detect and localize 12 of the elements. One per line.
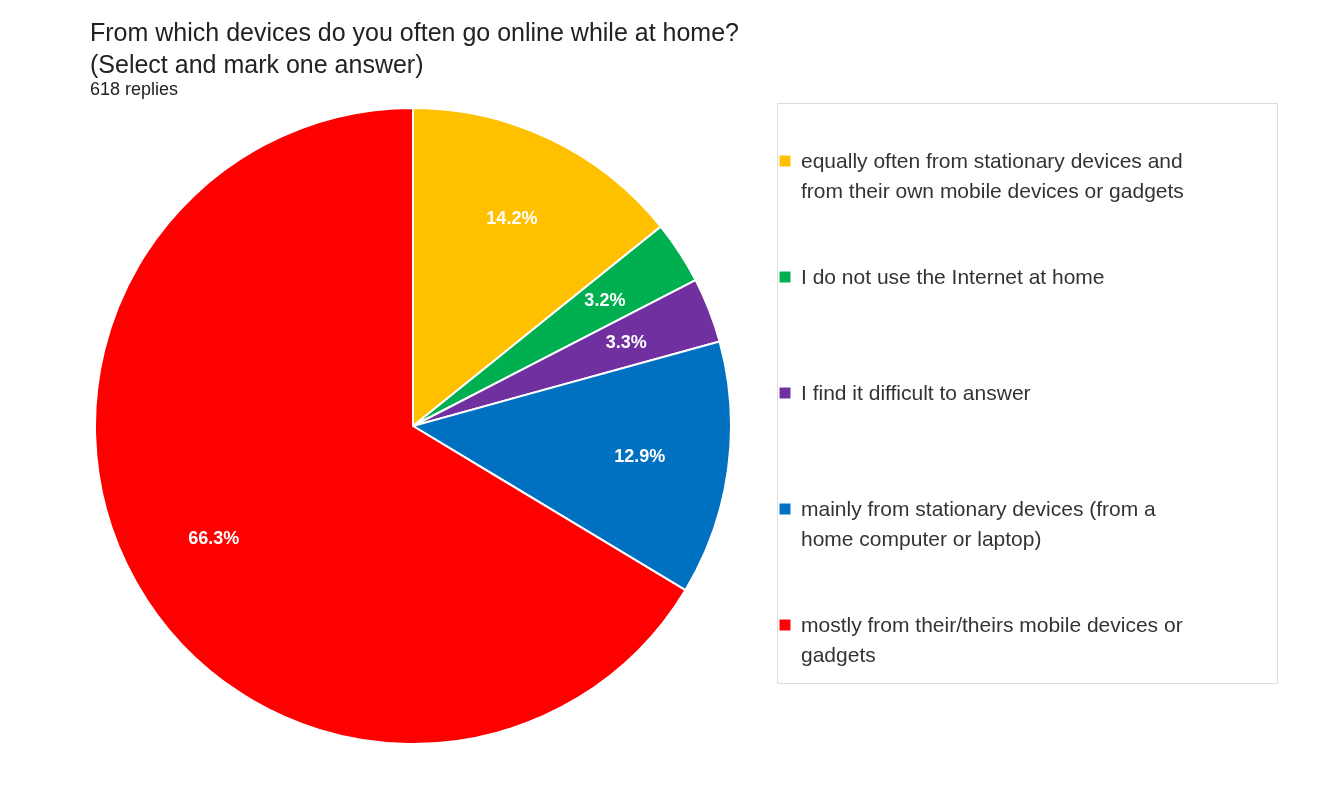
chart-subtitle: 618 replies [90, 78, 179, 99]
data-label: 12.9% [614, 446, 666, 467]
data-label: 66.3% [188, 527, 240, 548]
data-label: 3.2% [584, 290, 626, 311]
legend-label: I find it difficult to answer [801, 381, 1031, 404]
legend-label: I do not use the Internet at home [801, 265, 1105, 288]
data-label: 14.2% [486, 208, 538, 229]
legend-label: mainly from stationary devices (from a home computer or laptop) [801, 497, 1157, 550]
legend-label: mostly from their/theirs mobile devices or gadgets [801, 613, 1183, 666]
chart-title: From which devices do you often go online while at home? (Select and mark one answer) [90, 17, 739, 78]
legend-label: equally often from stationary devices and from their own mobile devices or gadgets [801, 149, 1184, 202]
data-label: 3.3% [605, 331, 647, 352]
